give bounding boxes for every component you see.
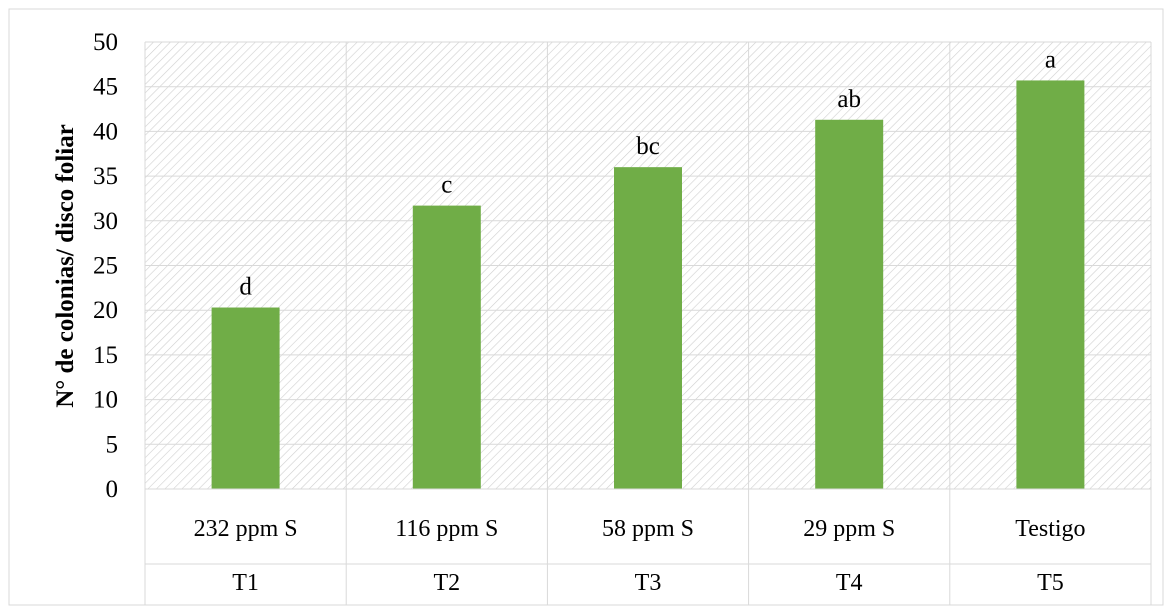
data-label: d <box>239 274 252 301</box>
bars <box>211 80 1085 490</box>
bar <box>211 307 280 489</box>
bar <box>1016 80 1085 489</box>
data-label: bc <box>636 133 660 160</box>
y-axis-label: N° de colonias/ disco foliar <box>52 124 79 408</box>
x-tick-label: 29 ppm S <box>803 516 895 542</box>
y-tick-label: 35 <box>93 163 118 190</box>
x-tick-label: Testigo <box>1015 516 1085 542</box>
y-tick-label: 25 <box>93 253 118 280</box>
y-tick-label: 10 <box>93 387 118 414</box>
y-tick-label: 30 <box>93 208 118 235</box>
x-group-label: T2 <box>433 570 460 596</box>
y-tick-label: 40 <box>93 118 118 145</box>
y-axis-ticks: 0 5 10 15 20 25 30 35 40 45 50 <box>93 29 118 503</box>
bar <box>614 167 682 489</box>
y-tick-label: 45 <box>93 74 118 101</box>
x-tick-label: 58 ppm S <box>602 516 694 542</box>
y-tick-label: 50 <box>93 29 118 56</box>
x-group-label: T1 <box>232 570 259 596</box>
bar <box>815 119 884 489</box>
x-tick-label: 116 ppm S <box>395 516 498 542</box>
y-tick-label: 20 <box>93 297 118 324</box>
y-tick-label: 15 <box>93 342 118 369</box>
x-tick-label: 232 ppm S <box>194 516 298 542</box>
data-label: ab <box>837 86 861 113</box>
x-group-label: T3 <box>635 570 662 596</box>
y-tick-label: 5 <box>106 431 119 458</box>
x-group-label: T5 <box>1037 570 1064 596</box>
bar <box>412 205 481 490</box>
data-labels: d c bc ab a <box>239 46 1056 300</box>
data-label: c <box>441 172 452 199</box>
data-label: a <box>1045 46 1056 73</box>
x-group-label: T4 <box>836 570 863 596</box>
y-tick-label: 0 <box>106 476 119 503</box>
x-axis: 232 ppm S T1 116 ppm S T2 58 ppm S T3 29 ppm S… <box>144 488 1152 605</box>
